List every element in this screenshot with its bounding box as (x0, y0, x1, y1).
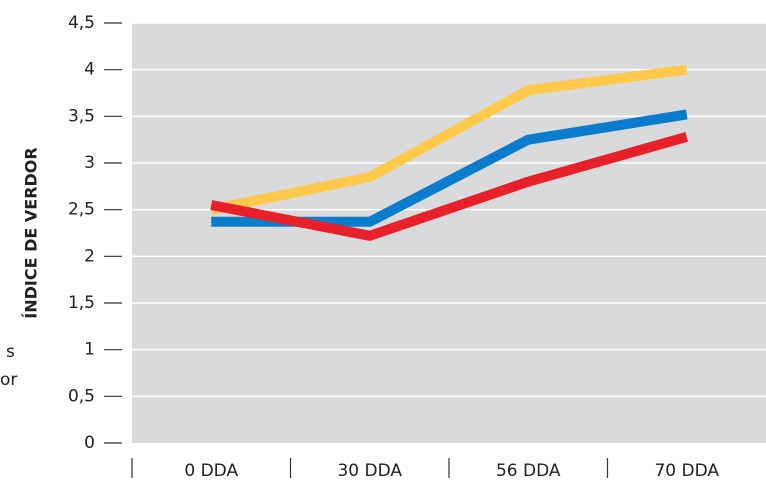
y-tick-label: 2,5 (68, 200, 95, 220)
x-tick-label: 30 DDA (337, 461, 402, 481)
y-tick-label: 1 (84, 340, 95, 360)
y-tick-label: 3 (84, 153, 95, 173)
y-tick-label: 0,5 (68, 386, 95, 406)
line (210, 64, 688, 215)
x-tick-label: 56 DDA (496, 461, 561, 481)
y-tick-label: 4 (84, 60, 95, 80)
y-tick-label: 3,5 (68, 106, 95, 126)
x-tick-label: 70 DDA (654, 461, 719, 481)
line (210, 132, 689, 241)
annotation: or (0, 370, 17, 390)
y-axis-label: ÍNDICE DE VERDOR (22, 147, 41, 318)
y-tick-label: 0 (84, 433, 95, 453)
plot-area (132, 23, 766, 443)
x-tick-label: 0 DDA (184, 461, 238, 481)
y-tick-label: 2 (84, 246, 95, 266)
annotation: s (6, 342, 15, 362)
y-tick-label: 4,5 (68, 13, 95, 33)
y-tick-label: 1,5 (68, 293, 95, 313)
